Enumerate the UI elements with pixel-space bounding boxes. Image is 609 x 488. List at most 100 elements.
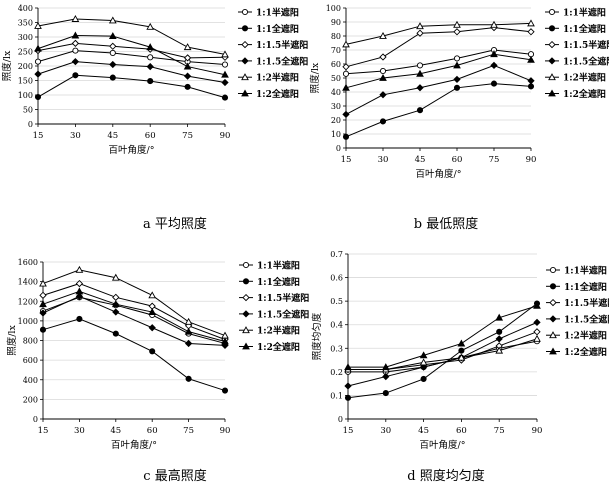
y-tick-label: 30 — [331, 102, 341, 111]
y-tick-label: 0.3 — [330, 344, 343, 353]
x-tick-label: 75 — [183, 426, 194, 436]
data-point — [457, 339, 466, 347]
legend-label: 1:2半遮阳 — [257, 325, 300, 337]
data-point — [416, 22, 424, 30]
data-point — [183, 54, 192, 62]
legend-marker — [548, 89, 556, 97]
legend-label: 1:1全遮阳 — [563, 23, 606, 35]
legend-marker — [241, 57, 249, 65]
legend-label: 1:1.5全遮阳 — [257, 308, 309, 320]
legend-marker — [242, 326, 250, 334]
series-line — [42, 318, 226, 392]
data-point — [342, 40, 350, 48]
legend-marker — [241, 40, 249, 49]
y-tick-label: 350 — [18, 19, 33, 28]
legend-marker — [242, 293, 250, 302]
data-point — [146, 62, 154, 71]
legend-label: 1:2全遮阳 — [257, 341, 300, 353]
y-tick-label: 600 — [23, 356, 38, 365]
data-point — [416, 29, 424, 37]
data-point — [419, 351, 428, 359]
y-tick-label: 1000 — [18, 317, 38, 326]
legend-label: 1:2半遮阳 — [564, 330, 607, 342]
panel-caption: c 最高照度 — [143, 468, 206, 484]
x-tick-label: 15 — [38, 426, 49, 436]
x-tick-label: 60 — [147, 426, 158, 436]
data-point — [71, 58, 80, 66]
legend-label: 1:1.5全遮阳 — [563, 55, 609, 67]
x-tick-label: 15 — [33, 131, 44, 141]
legend-label: 1:1全遮阳 — [256, 23, 299, 35]
series-line — [37, 50, 226, 66]
series-line — [345, 22, 532, 45]
y-tick-label: 0 — [33, 415, 38, 424]
data-point — [71, 14, 80, 22]
series-line — [37, 35, 226, 76]
data-point — [147, 78, 154, 85]
x-axis-title: 百叶角度/° — [420, 439, 466, 451]
data-point — [221, 50, 229, 58]
series-line — [345, 27, 532, 68]
legend-marker — [242, 342, 250, 350]
x-tick-label: 75 — [489, 155, 500, 165]
data-point — [458, 347, 465, 354]
data-point — [221, 337, 229, 345]
y-tick-label: 0.2 — [330, 368, 343, 377]
data-point — [379, 73, 387, 81]
series-line — [42, 295, 226, 346]
data-point — [382, 390, 389, 397]
x-tick-label: 30 — [380, 426, 391, 436]
x-axis-title: 百叶角度/° — [109, 144, 155, 156]
legend-marker — [241, 25, 249, 32]
legend-label: 1:1.5半遮阳 — [257, 292, 309, 304]
data-point — [453, 75, 461, 84]
data-point — [221, 78, 229, 87]
series-line — [347, 321, 538, 387]
data-point — [495, 346, 504, 354]
x-tick-label: 30 — [378, 155, 389, 165]
data-point — [34, 21, 42, 29]
data-point — [184, 339, 193, 348]
data-point — [111, 300, 120, 308]
chart-panel-4: 0 0.1 0.2 0.3 0.4 0.5 0.6 0.7 15 30 45 60 75 90 百叶角度/°… — [311, 250, 609, 484]
x-tick-label: 30 — [74, 426, 85, 436]
x-tick-label: 15 — [341, 155, 352, 165]
data-point — [147, 54, 154, 61]
data-point — [72, 72, 79, 79]
x-tick-label: 90 — [526, 155, 537, 165]
x-tick-label: 30 — [70, 131, 81, 141]
series-line — [345, 64, 532, 115]
legend-label: 1:2全遮阳 — [563, 88, 606, 100]
data-point — [184, 317, 193, 325]
data-point — [109, 42, 117, 50]
data-point — [379, 31, 387, 39]
legend-marker — [548, 25, 556, 32]
legend-marker — [548, 8, 556, 16]
data-point — [453, 55, 461, 62]
data-point — [342, 70, 350, 77]
data-point — [342, 110, 350, 119]
legend-label: 1:1半遮阳 — [256, 7, 299, 19]
data-point — [344, 394, 352, 401]
data-point — [527, 83, 535, 90]
data-point — [344, 363, 352, 371]
data-point — [419, 363, 428, 371]
y-tick-label: 20 — [331, 116, 341, 125]
y-tick-label: 800 — [23, 337, 38, 346]
data-point — [382, 372, 390, 381]
y-axis-title: 照度/lx — [309, 62, 321, 93]
legend-label: 1:2全遮阳 — [564, 346, 607, 358]
x-tick-label: 90 — [532, 426, 543, 436]
legend-marker — [549, 298, 557, 307]
y-tick-label: 0 — [338, 415, 343, 424]
legend-label: 1:2半遮阳 — [563, 72, 606, 84]
y-tick-label: 1400 — [18, 278, 38, 287]
data-point — [416, 69, 424, 77]
y-tick-label: 200 — [18, 62, 33, 71]
y-tick-label: 0.6 — [330, 274, 343, 283]
data-point — [109, 74, 116, 81]
y-tick-label: 0.7 — [330, 250, 343, 259]
x-tick-label: 90 — [220, 131, 231, 141]
y-tick-label: 0 — [28, 120, 33, 129]
series-line — [37, 18, 226, 55]
